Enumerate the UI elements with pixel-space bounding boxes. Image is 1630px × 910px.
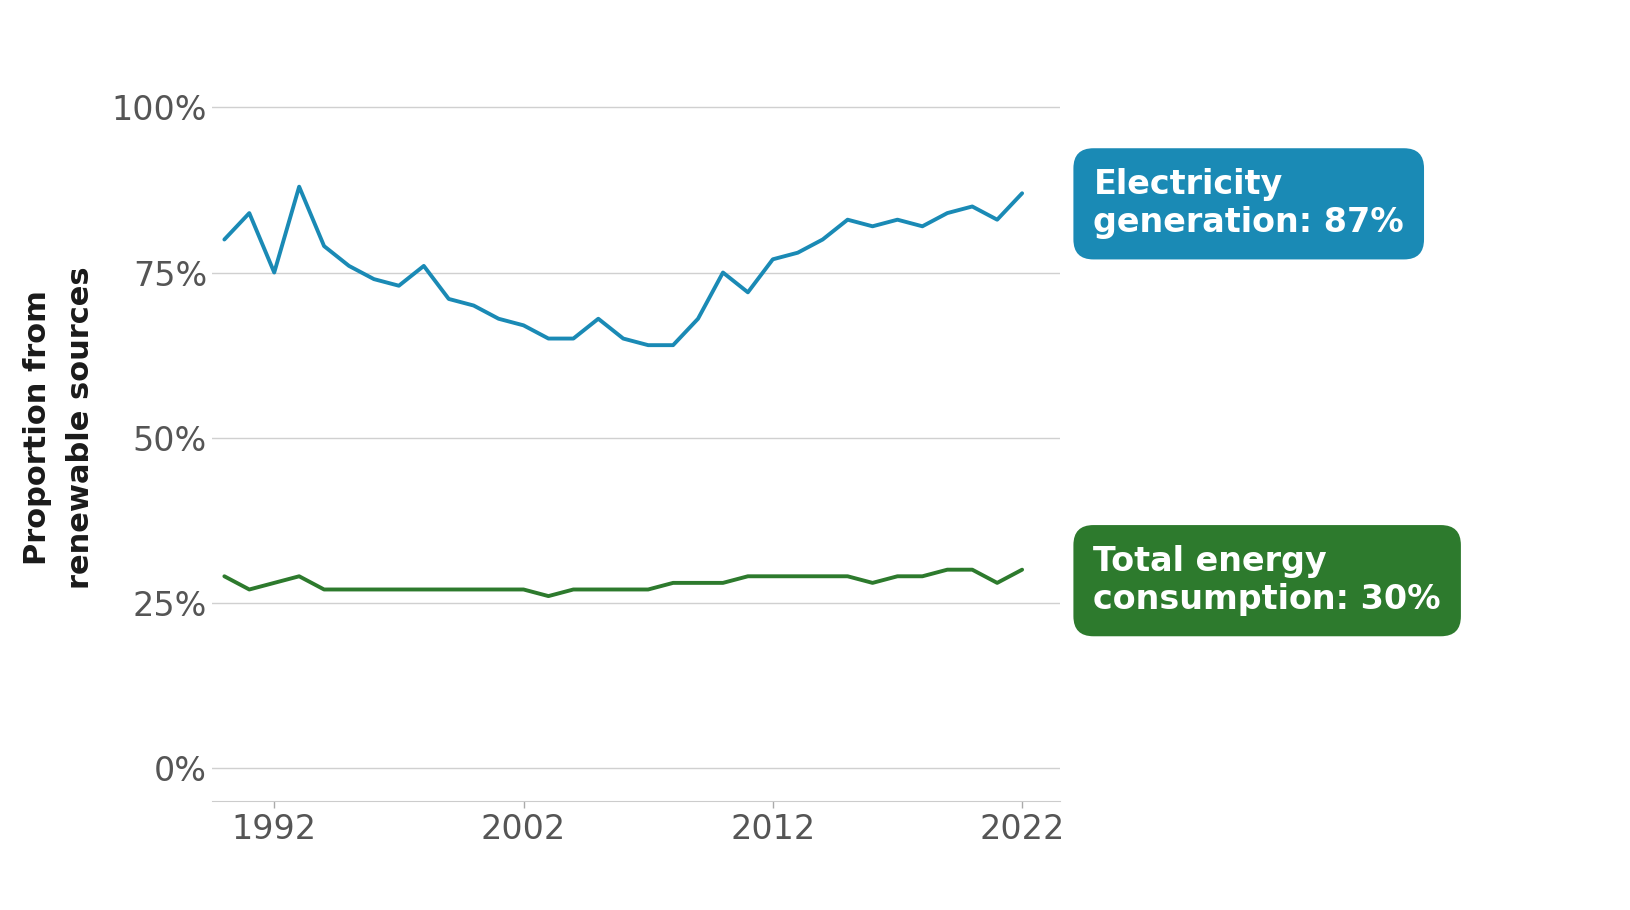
Text: Electricity
generation: 87%: Electricity generation: 87% — [1094, 168, 1403, 239]
Text: Total energy
consumption: 30%: Total energy consumption: 30% — [1094, 545, 1441, 616]
Y-axis label: Proportion from
renewable sources: Proportion from renewable sources — [23, 267, 95, 589]
